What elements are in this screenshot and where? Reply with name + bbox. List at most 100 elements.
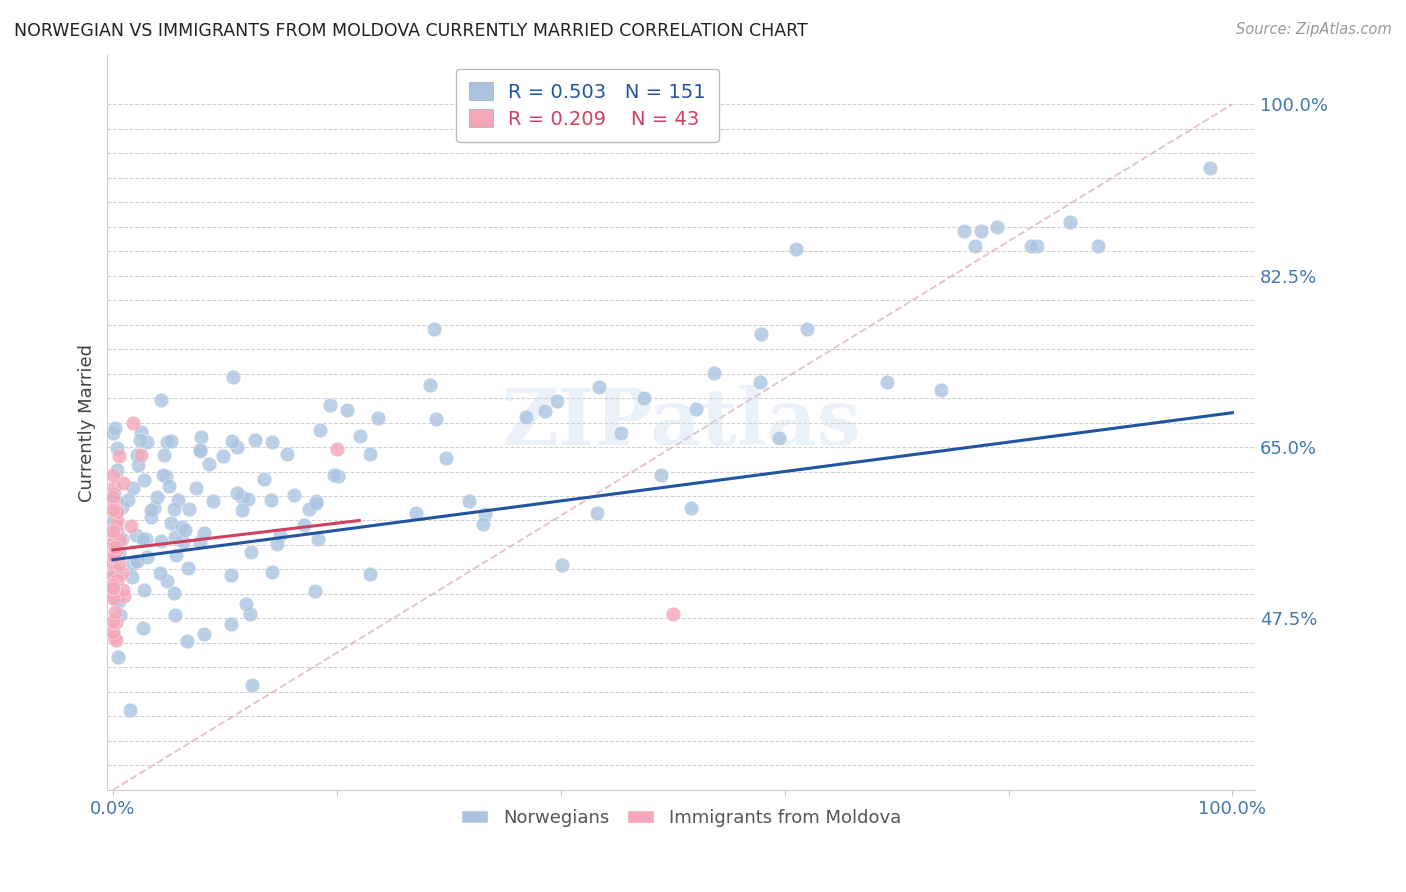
Point	[125, 554, 148, 568]
Point	[240, 678, 263, 692]
Point	[120, 519, 142, 533]
Point	[190, 430, 212, 444]
Point	[188, 443, 211, 458]
Point	[336, 403, 359, 417]
Point	[260, 435, 283, 450]
Point	[125, 448, 148, 462]
Point	[101, 536, 124, 550]
Point	[105, 463, 128, 477]
Point	[153, 448, 176, 462]
Point	[650, 467, 672, 482]
Point	[474, 507, 496, 521]
Point	[551, 558, 574, 573]
Point	[276, 447, 298, 461]
Point	[163, 530, 186, 544]
Text: ZIPatlas: ZIPatlas	[502, 384, 860, 460]
Point	[231, 502, 253, 516]
Point	[104, 540, 127, 554]
Y-axis label: Currently Married: Currently Married	[79, 343, 96, 501]
Point	[149, 566, 172, 580]
Point	[166, 492, 188, 507]
Point	[111, 475, 134, 490]
Point	[157, 479, 180, 493]
Point	[101, 591, 124, 605]
Point	[132, 621, 155, 635]
Point	[423, 322, 446, 336]
Point	[405, 506, 427, 520]
Point	[309, 423, 332, 437]
Point	[105, 593, 128, 607]
Point	[103, 581, 125, 595]
Point	[111, 532, 134, 546]
Point	[796, 322, 818, 336]
Point	[103, 524, 125, 539]
Point	[104, 421, 127, 435]
Point	[298, 501, 321, 516]
Point	[986, 219, 1008, 234]
Point	[436, 450, 458, 465]
Point	[226, 486, 249, 500]
Point	[103, 566, 125, 580]
Point	[129, 448, 152, 462]
Point	[129, 425, 152, 439]
Point	[307, 532, 329, 546]
Point	[104, 605, 127, 619]
Point	[546, 394, 568, 409]
Point	[367, 411, 389, 425]
Point	[103, 581, 125, 595]
Point	[471, 516, 494, 531]
Point	[143, 501, 166, 516]
Point	[586, 506, 609, 520]
Point	[1019, 239, 1042, 253]
Point	[104, 539, 127, 553]
Point	[283, 488, 305, 502]
Point	[101, 493, 124, 508]
Point	[139, 509, 162, 524]
Point	[253, 472, 276, 486]
Point	[202, 494, 225, 508]
Point	[103, 549, 125, 563]
Point	[121, 416, 143, 430]
Point	[156, 574, 179, 589]
Point	[1087, 239, 1109, 253]
Point	[633, 392, 655, 406]
Point	[1025, 239, 1047, 253]
Point	[101, 586, 124, 600]
Point	[245, 433, 267, 447]
Point	[107, 650, 129, 665]
Point	[212, 450, 235, 464]
Point	[685, 401, 707, 416]
Point	[107, 593, 129, 607]
Point	[876, 375, 898, 389]
Point	[235, 597, 257, 611]
Point	[952, 225, 974, 239]
Point	[105, 573, 128, 587]
Point	[112, 589, 135, 603]
Text: Source: ZipAtlas.com: Source: ZipAtlas.com	[1236, 22, 1392, 37]
Point	[105, 505, 128, 519]
Point	[963, 239, 986, 253]
Point	[101, 614, 124, 628]
Point	[176, 634, 198, 648]
Point	[104, 543, 127, 558]
Point	[107, 558, 129, 572]
Point	[359, 566, 381, 581]
Point	[120, 703, 142, 717]
Point	[103, 490, 125, 504]
Point	[105, 441, 128, 455]
Point	[785, 243, 807, 257]
Point	[193, 526, 215, 541]
Point	[132, 473, 155, 487]
Point	[929, 383, 952, 397]
Point	[111, 500, 134, 515]
Point	[136, 435, 159, 450]
Point	[105, 495, 128, 509]
Point	[262, 566, 284, 580]
Point	[103, 530, 125, 544]
Point	[219, 567, 242, 582]
Point	[105, 502, 128, 516]
Point	[107, 449, 129, 463]
Point	[198, 457, 221, 471]
Point	[260, 492, 283, 507]
Point	[103, 631, 125, 645]
